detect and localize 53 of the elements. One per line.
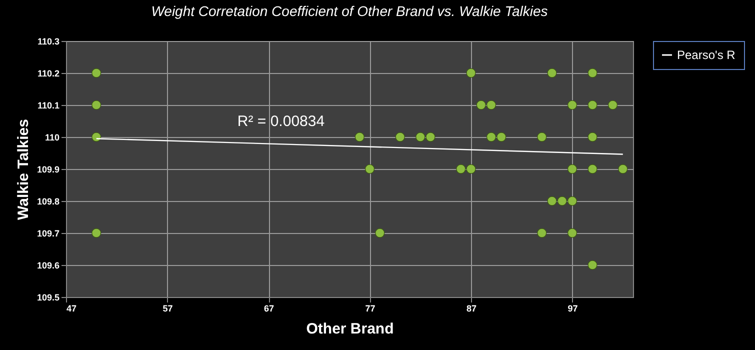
point [364,164,375,174]
point [395,132,405,142]
point [496,132,506,142]
point [92,228,102,238]
point [567,196,578,206]
point [547,196,557,206]
point [92,68,102,78]
x-tick-label: 67 [264,304,274,314]
point [618,164,628,174]
point [426,132,436,142]
y-tick-label: 110.1 [37,100,60,110]
x-tick-label: 97 [568,304,578,314]
annotation: R² = 0.00834 [237,113,325,130]
point [456,164,466,174]
x-tick-label: 57 [162,304,173,314]
point [92,132,102,142]
point [547,68,557,78]
point [486,132,496,142]
point [557,196,567,206]
point [92,100,102,110]
y-tick-label: 110 [44,132,60,142]
y-tick-label: 109.8 [36,196,60,206]
y-tick-label: 110.2 [37,68,60,78]
x-tick-label: 77 [365,304,376,314]
x-tick-label: 87 [466,304,477,314]
y-tick-label: 109.6 [36,260,60,270]
point [567,164,578,174]
legend-label: Pearso's R [677,48,736,62]
x-axis-title: Other Brand [306,320,394,338]
point [486,100,496,110]
point [567,228,578,238]
point [537,228,547,238]
y-axis-title: Walkie Talkies [14,119,32,220]
chart-title: Weight Corretation Coefficient of Other Brand vs. Walkie Talkies [151,3,548,19]
point [567,100,578,110]
point [588,68,598,78]
point [466,164,476,174]
x-tick-label: 47 [66,304,77,314]
point [588,164,598,174]
point [588,132,598,142]
y-tick-label: 109.5 [36,292,60,302]
point [354,132,364,142]
point [588,260,598,270]
y-tick-label: 109.7 [36,228,60,238]
point [537,132,547,142]
point [466,68,476,78]
point [608,100,618,110]
point [476,100,486,110]
y-tick-label: 109.9 [36,164,60,174]
point [588,100,598,110]
point [416,132,426,142]
y-tick-label: 110.3 [37,36,60,46]
point [375,228,385,238]
